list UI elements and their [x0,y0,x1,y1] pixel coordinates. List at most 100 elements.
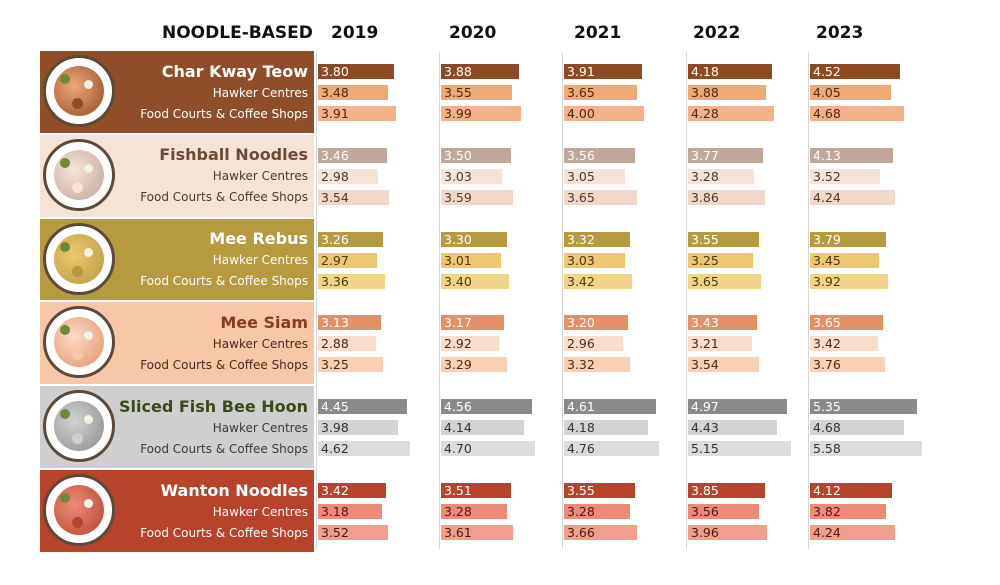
bar-mee-siam-hawker-centres-2019 [318,336,376,352]
value-label-mee-siam-food-courts-coffee-shops-2019: 3.25 [321,357,349,373]
value-label-sliced-fish-bee-hoon-food-courts-coffee-shops-2022: 5.15 [691,441,719,457]
bar-mee-siam-overall-2022 [688,315,757,331]
value-label-sliced-fish-bee-hoon-hawker-centres-2020: 4.14 [444,420,472,436]
bar-wanton-noodles-hawker-centres-2019 [318,504,382,519]
fishball-noodles-plate-icon-garnish [60,157,70,168]
value-label-fishball-noodles-food-courts-coffee-shops-2020: 3.59 [444,189,472,205]
bar-sliced-fish-bee-hoon-overall-2020 [441,399,533,415]
bar-fishball-noodles-hawker-centres-2019 [318,168,378,184]
value-label-mee-rebus-food-courts-coffee-shops-2021: 3.42 [567,273,595,289]
value-label-wanton-noodles-food-courts-coffee-shops-2020: 3.61 [444,525,472,540]
section-title: NOODLE-BASED [162,23,313,43]
value-label-sliced-fish-bee-hoon-hawker-centres-2022: 4.43 [691,420,719,436]
mee-rebus-plate-icon-garnish [84,247,93,257]
mee-siam-plate-icon-garnish [72,349,83,361]
value-label-mee-siam-overall-2023: 3.65 [813,315,841,331]
gridline-2022 [686,52,687,549]
value-label-wanton-noodles-overall-2022: 3.85 [691,483,719,498]
bar-mee-siam-overall-2020 [441,315,505,331]
char-kway-teow-plate-icon [43,55,115,127]
value-label-mee-siam-overall-2020: 3.17 [444,315,472,331]
value-label-char-kway-teow-overall-2023: 4.52 [813,64,841,79]
bar-sliced-fish-bee-hoon-hawker-centres-2021 [564,420,648,436]
bar-mee-siam-food-courts-coffee-shops-2022 [688,357,759,373]
bar-sliced-fish-bee-hoon-hawker-centres-2022 [688,420,777,436]
bar-sliced-fish-bee-hoon-food-courts-coffee-shops-2022 [688,441,791,457]
value-label-char-kway-teow-overall-2019: 3.80 [321,64,349,79]
year-header-2022: 2022 [693,23,741,43]
value-label-wanton-noodles-food-courts-coffee-shops-2021: 3.66 [567,525,595,540]
bar-fishball-noodles-overall-2022 [688,147,764,163]
bar-mee-rebus-overall-2022 [688,231,759,247]
value-label-mee-siam-overall-2022: 3.43 [691,315,719,331]
row-label-food-courts: Food Courts & Coffee Shops [140,106,308,121]
bar-char-kway-teow-overall-2022 [688,64,772,79]
fishball-noodles-plate-icon-garnish [72,181,83,193]
value-label-sliced-fish-bee-hoon-hawker-centres-2023: 4.68 [813,420,841,436]
bar-mee-siam-food-courts-coffee-shops-2023 [810,357,886,373]
bar-wanton-noodles-food-courts-coffee-shops-2023 [810,525,895,540]
bar-wanton-noodles-hawker-centres-2021 [564,504,630,519]
value-label-mee-rebus-overall-2019: 3.26 [321,231,349,247]
bar-fishball-noodles-overall-2021 [564,147,636,163]
bar-char-kway-teow-hawker-centres-2023 [810,85,891,100]
value-label-mee-rebus-hawker-centres-2020: 3.01 [444,252,472,268]
bar-fishball-noodles-overall-2023 [810,147,893,163]
value-label-sliced-fish-bee-hoon-overall-2019: 4.45 [321,399,349,415]
bar-mee-siam-overall-2021 [564,315,628,331]
bar-mee-rebus-food-courts-coffee-shops-2021 [564,273,633,289]
value-label-wanton-noodles-hawker-centres-2022: 3.56 [691,504,719,519]
value-label-sliced-fish-bee-hoon-overall-2021: 4.61 [567,399,595,415]
value-label-mee-rebus-overall-2020: 3.30 [444,231,472,247]
bar-mee-rebus-overall-2020 [441,231,507,247]
value-label-char-kway-teow-hawker-centres-2023: 4.05 [813,85,841,100]
bar-char-kway-teow-overall-2021 [564,64,643,79]
value-label-wanton-noodles-hawker-centres-2019: 3.18 [321,504,349,519]
bar-mee-siam-hawker-centres-2023 [810,336,879,352]
value-label-mee-rebus-food-courts-coffee-shops-2022: 3.65 [691,273,719,289]
row-label-food-courts: Food Courts & Coffee Shops [140,274,308,289]
row-label-hawker-centres: Hawker Centres [212,169,308,184]
wanton-noodles-plate-icon-garnish [72,517,83,528]
bar-mee-rebus-food-courts-coffee-shops-2020 [441,273,509,289]
row-label-food-courts: Food Courts & Coffee Shops [140,441,308,456]
year-header-2021: 2021 [574,23,622,43]
bar-sliced-fish-bee-hoon-overall-2023 [810,399,917,415]
bar-char-kway-teow-food-courts-coffee-shops-2020 [441,106,521,121]
bar-wanton-noodles-hawker-centres-2022 [688,504,760,519]
row-label-food-courts: Food Courts & Coffee Shops [140,190,308,205]
fishball-noodles-plate-icon [43,138,115,211]
value-label-mee-rebus-overall-2022: 3.55 [691,231,719,247]
value-label-mee-siam-overall-2021: 3.20 [567,315,595,331]
value-label-wanton-noodles-food-courts-coffee-shops-2022: 3.96 [691,525,719,540]
dish-name-mee-rebus: Mee Rebus [209,229,308,249]
value-label-char-kway-teow-food-courts-coffee-shops-2021: 4.00 [567,106,595,121]
bar-fishball-noodles-overall-2019 [318,147,388,163]
bar-fishball-noodles-food-courts-coffee-shops-2019 [318,189,389,205]
bar-sliced-fish-bee-hoon-overall-2022 [688,399,788,415]
value-label-char-kway-teow-hawker-centres-2019: 3.48 [321,85,349,100]
wanton-noodles-plate-icon-garnish [60,493,70,503]
value-label-char-kway-teow-hawker-centres-2020: 3.55 [444,85,472,100]
value-label-wanton-noodles-overall-2019: 3.42 [321,483,349,498]
bar-wanton-noodles-hawker-centres-2023 [810,504,887,519]
value-label-fishball-noodles-overall-2020: 3.50 [444,147,472,163]
mee-rebus-plate-icon [43,222,115,295]
dish-name-wanton-noodles: Wanton Noodles [160,480,308,500]
bar-wanton-noodles-food-courts-coffee-shops-2022 [688,525,768,540]
wanton-noodles-plate-icon-garnish [84,499,93,508]
value-label-mee-siam-food-courts-coffee-shops-2020: 3.29 [444,357,472,373]
value-label-char-kway-teow-food-courts-coffee-shops-2020: 3.99 [444,106,472,121]
bar-wanton-noodles-overall-2021 [564,483,635,498]
value-label-mee-siam-hawker-centres-2022: 3.21 [691,336,719,352]
bar-mee-rebus-hawker-centres-2020 [441,252,502,268]
value-label-sliced-fish-bee-hoon-food-courts-coffee-shops-2019: 4.62 [321,441,349,457]
value-label-mee-siam-hawker-centres-2019: 2.88 [321,336,349,352]
value-label-fishball-noodles-hawker-centres-2023: 3.52 [813,168,841,184]
value-label-fishball-noodles-overall-2019: 3.46 [321,147,349,163]
value-label-wanton-noodles-hawker-centres-2020: 3.28 [444,504,472,519]
bar-sliced-fish-bee-hoon-food-courts-coffee-shops-2020 [441,441,535,457]
bar-mee-siam-food-courts-coffee-shops-2019 [318,357,383,373]
value-label-fishball-noodles-food-courts-coffee-shops-2023: 4.24 [813,189,841,205]
